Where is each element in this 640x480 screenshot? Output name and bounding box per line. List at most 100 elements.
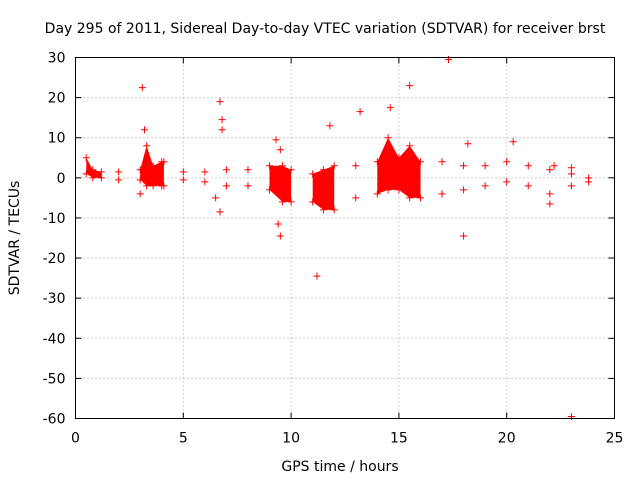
band-lower-point — [278, 198, 286, 206]
y-tick-label: -20 — [43, 251, 66, 267]
band-upper-point — [149, 162, 157, 170]
band-upper-point — [244, 166, 252, 174]
y-axis-label: SDTVAR / TECUs — [7, 181, 23, 296]
band-lower-point — [201, 178, 209, 186]
y-tick-label: 30 — [48, 51, 66, 67]
y-tick-label: -30 — [43, 291, 66, 307]
band-upper-point — [546, 166, 554, 174]
outlier-point — [326, 122, 334, 130]
band-upper-point — [330, 162, 338, 170]
data-band — [86, 137, 421, 210]
band-lower-point — [309, 198, 317, 206]
band-lower-point — [143, 182, 151, 190]
band-upper-point — [82, 154, 90, 162]
x-tick-label: 5 — [179, 431, 188, 447]
band-upper-point — [287, 166, 295, 174]
band-upper-point — [503, 158, 511, 166]
outlier-point — [216, 208, 224, 216]
band-upper-point — [222, 166, 230, 174]
band-lower-point — [585, 178, 593, 186]
outlier-point — [272, 136, 280, 144]
outlier-point — [567, 164, 575, 172]
dense-band-segment — [269, 165, 292, 202]
band-upper-point — [567, 170, 575, 178]
outlier-point — [386, 104, 394, 112]
band-lower-point — [136, 176, 144, 184]
band-upper-point — [179, 168, 187, 176]
y-tick-labels: -60 -50 -40 -30 -20 -10 0 10 20 30 — [43, 51, 66, 428]
y-tick-label: -40 — [43, 331, 66, 347]
dense-band-segment — [86, 157, 102, 178]
band-upper-point — [136, 166, 144, 174]
outlier-point — [546, 200, 554, 208]
y-tick-label: 10 — [48, 131, 66, 147]
band-upper-point — [524, 162, 532, 170]
band-lower-point — [330, 206, 338, 214]
band-upper-point — [278, 162, 286, 170]
y-tick-label: -10 — [43, 211, 66, 227]
band-upper-point — [384, 134, 392, 142]
outlier-point — [136, 190, 144, 198]
grid-lines — [75, 57, 615, 419]
outlier-point — [140, 126, 148, 134]
band-upper-point — [395, 154, 403, 162]
outlier-point — [406, 82, 414, 90]
band-lower-point — [546, 190, 554, 198]
outlier-point — [276, 232, 284, 240]
band-lower-point — [481, 182, 489, 190]
band-lower-point — [160, 182, 168, 190]
outlier-point — [276, 146, 284, 154]
plot-frame — [75, 57, 615, 419]
band-upper-point — [319, 166, 327, 174]
band-lower-point — [222, 182, 230, 190]
band-upper-point — [438, 158, 446, 166]
band-lower-point — [416, 194, 424, 202]
outlier-point — [509, 138, 517, 146]
band-upper-point — [266, 162, 274, 170]
band-lower-point — [115, 176, 123, 184]
band-lower-point — [244, 182, 252, 190]
band-lower-point — [460, 186, 468, 194]
outlier-point — [212, 194, 220, 202]
band-lower-point — [266, 186, 274, 194]
band-lower-point — [567, 182, 575, 190]
band-upper-point — [373, 158, 381, 166]
band-lower-point — [287, 198, 295, 206]
band-upper-point — [89, 166, 97, 174]
x-axis-label: GPS time / hours — [281, 459, 398, 475]
band-lower-point — [373, 190, 381, 198]
band-upper-point — [460, 162, 468, 170]
data-points — [82, 56, 593, 420]
x-tick-label: 15 — [390, 431, 408, 447]
band-lower-point — [319, 206, 327, 214]
band-upper-point — [416, 158, 424, 166]
band-upper-point — [309, 170, 317, 178]
band-upper-point — [406, 142, 414, 150]
band-upper-point — [201, 168, 209, 176]
band-upper-point — [352, 162, 360, 170]
band-lower-point — [179, 176, 187, 184]
outlier-point — [460, 232, 468, 240]
dense-band-segment — [377, 137, 421, 198]
outlier-point — [218, 126, 226, 134]
x-tick-labels: 0 5 10 15 20 25 — [71, 431, 623, 447]
band-lower-point — [524, 182, 532, 190]
chart-title: Day 295 of 2011, Sidereal Day-to-day VTE… — [45, 21, 606, 37]
axis-ticks — [75, 57, 615, 419]
band-lower-point — [149, 182, 157, 190]
band-upper-point — [115, 168, 123, 176]
band-lower-point — [97, 174, 105, 182]
x-tick-label: 10 — [282, 431, 300, 447]
band-lower-point — [89, 174, 97, 182]
band-lower-point — [406, 194, 414, 202]
x-tick-label: 20 — [498, 431, 516, 447]
band-lower-point — [352, 194, 360, 202]
y-tick-label: 20 — [48, 91, 66, 107]
band-lower-point — [395, 186, 403, 194]
outlier-point — [216, 98, 224, 106]
outlier-point — [274, 220, 282, 228]
x-tick-label: 25 — [606, 431, 624, 447]
outlier-point — [356, 108, 364, 116]
outlier-point — [464, 140, 472, 148]
